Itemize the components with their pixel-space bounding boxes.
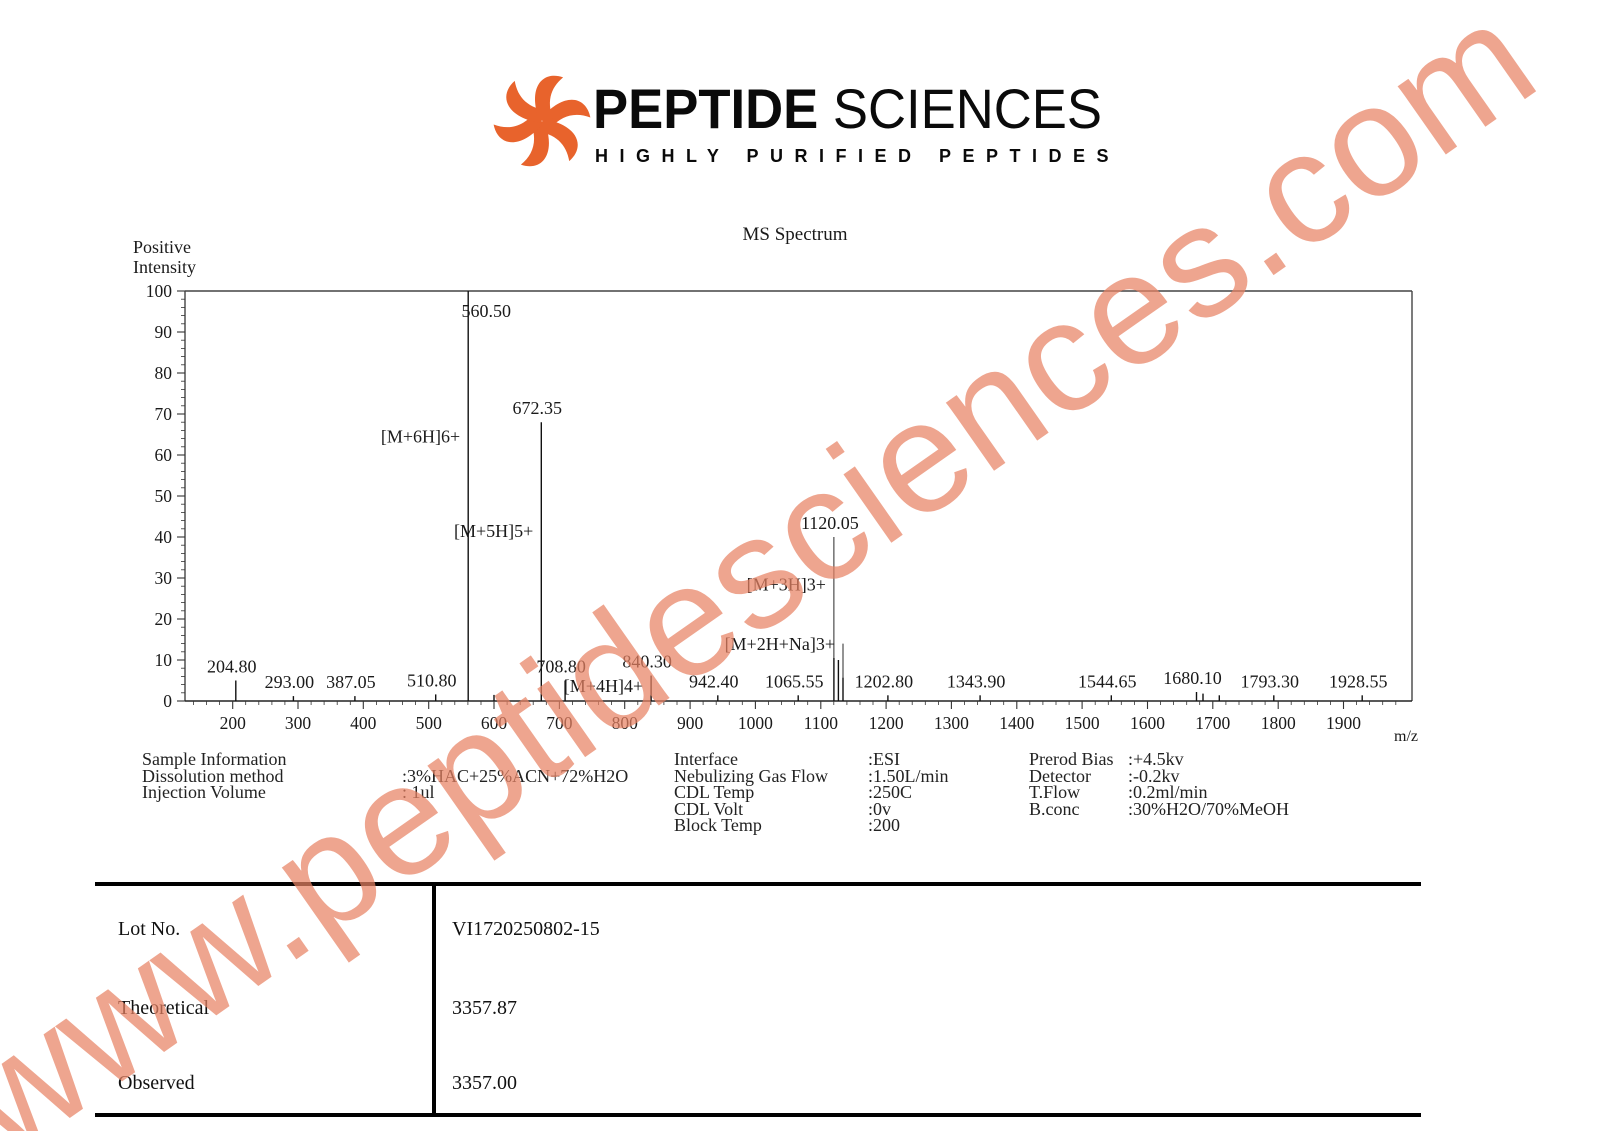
svg-text:80: 80 [155,363,173,383]
svg-text:300: 300 [285,713,312,733]
svg-text:1700: 1700 [1195,713,1230,733]
svg-text:1300: 1300 [934,713,969,733]
svg-text:293.00: 293.00 [265,672,315,692]
svg-text:m/z: m/z [1394,728,1418,745]
svg-text:40: 40 [155,527,173,547]
svg-text:MS Spectrum: MS Spectrum [742,224,847,245]
svg-text:1100: 1100 [804,713,839,733]
svg-text:204.80: 204.80 [207,657,257,677]
svg-text:1202.80: 1202.80 [855,671,914,691]
svg-text:Positive: Positive [133,237,191,257]
svg-text:90: 90 [155,322,173,342]
svg-text:1928.55: 1928.55 [1329,671,1388,691]
svg-text:100: 100 [146,281,173,301]
svg-text:60: 60 [155,445,173,465]
svg-text:[M+5H]5+: [M+5H]5+ [454,521,533,541]
svg-text:[M+6H]6+: [M+6H]6+ [381,427,460,447]
svg-text:1793.30: 1793.30 [1241,671,1300,691]
svg-text:1065.55: 1065.55 [765,671,824,691]
svg-text:1000: 1000 [738,713,773,733]
svg-text:1400: 1400 [999,713,1034,733]
svg-text:70: 70 [155,404,173,424]
svg-text:387.05: 387.05 [326,672,376,692]
svg-text:0: 0 [163,691,172,711]
svg-text:1800: 1800 [1261,713,1296,733]
svg-text:1200: 1200 [869,713,904,733]
svg-text:20: 20 [155,609,173,629]
svg-text:50: 50 [155,486,173,506]
svg-text:Intensity: Intensity [133,257,196,277]
svg-text:1343.90: 1343.90 [947,671,1006,691]
svg-text:30: 30 [155,568,173,588]
svg-text:200: 200 [220,713,247,733]
svg-text:1600: 1600 [1130,713,1165,733]
svg-text:560.50: 560.50 [461,301,511,321]
svg-text:1500: 1500 [1065,713,1100,733]
svg-text:1680.10: 1680.10 [1163,668,1222,688]
svg-text:672.35: 672.35 [513,398,563,418]
svg-text:1900: 1900 [1326,713,1361,733]
svg-text:10: 10 [155,650,173,670]
svg-text:1544.65: 1544.65 [1078,671,1137,691]
